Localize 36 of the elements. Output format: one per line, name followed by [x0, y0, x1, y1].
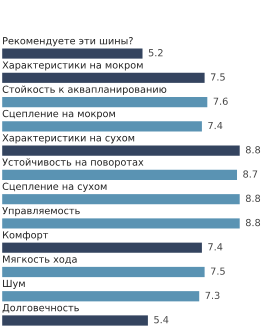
data-label: 7.6: [214, 98, 228, 105]
data-label: 7.4: [208, 243, 222, 250]
bar: [2, 218, 240, 229]
bar: [2, 146, 240, 156]
data-label: 7.5: [210, 73, 225, 81]
y-tick-label: Управляемость: [2, 207, 80, 216]
data-label: 5.2: [148, 49, 163, 56]
bar: [2, 97, 208, 108]
data-label: 8.8: [246, 218, 260, 226]
y-tick-label: Сцепление на сухом: [2, 182, 106, 192]
y-tick-label: Долговечность: [2, 304, 79, 313]
y-tick-label: Сцепление на мокром: [2, 110, 115, 120]
bar: [2, 315, 148, 326]
bar: [2, 48, 143, 59]
bar: [2, 266, 205, 278]
data-label: 7.3: [206, 292, 220, 300]
data-label: 8.8: [246, 146, 260, 154]
bar: [2, 194, 240, 204]
bar: [2, 242, 202, 253]
bar: [2, 170, 238, 180]
y-tick-label: Шум: [3, 280, 25, 289]
bar: [2, 72, 205, 83]
data-label: 5.4: [154, 316, 168, 324]
data-label: 8.7: [243, 170, 258, 178]
bar: [2, 291, 200, 302]
y-tick-label: Рекомендуете эти шины?: [3, 37, 133, 46]
bar: [2, 121, 202, 132]
y-tick-label: Стойкость к аквапланированию: [2, 85, 166, 95]
y-tick-label: Характеристики на сухом: [2, 134, 134, 144]
data-label: 7.4: [208, 122, 222, 130]
y-tick-label: Характеристики на мокром: [2, 61, 143, 71]
y-tick-label: Мягкость хода: [3, 256, 77, 264]
y-tick-label: Устойчивость на поворотах: [2, 158, 144, 168]
data-label: 8.8: [246, 194, 260, 202]
y-tick-label: Комфорт: [3, 231, 48, 240]
data-label: 7.5: [210, 268, 225, 275]
